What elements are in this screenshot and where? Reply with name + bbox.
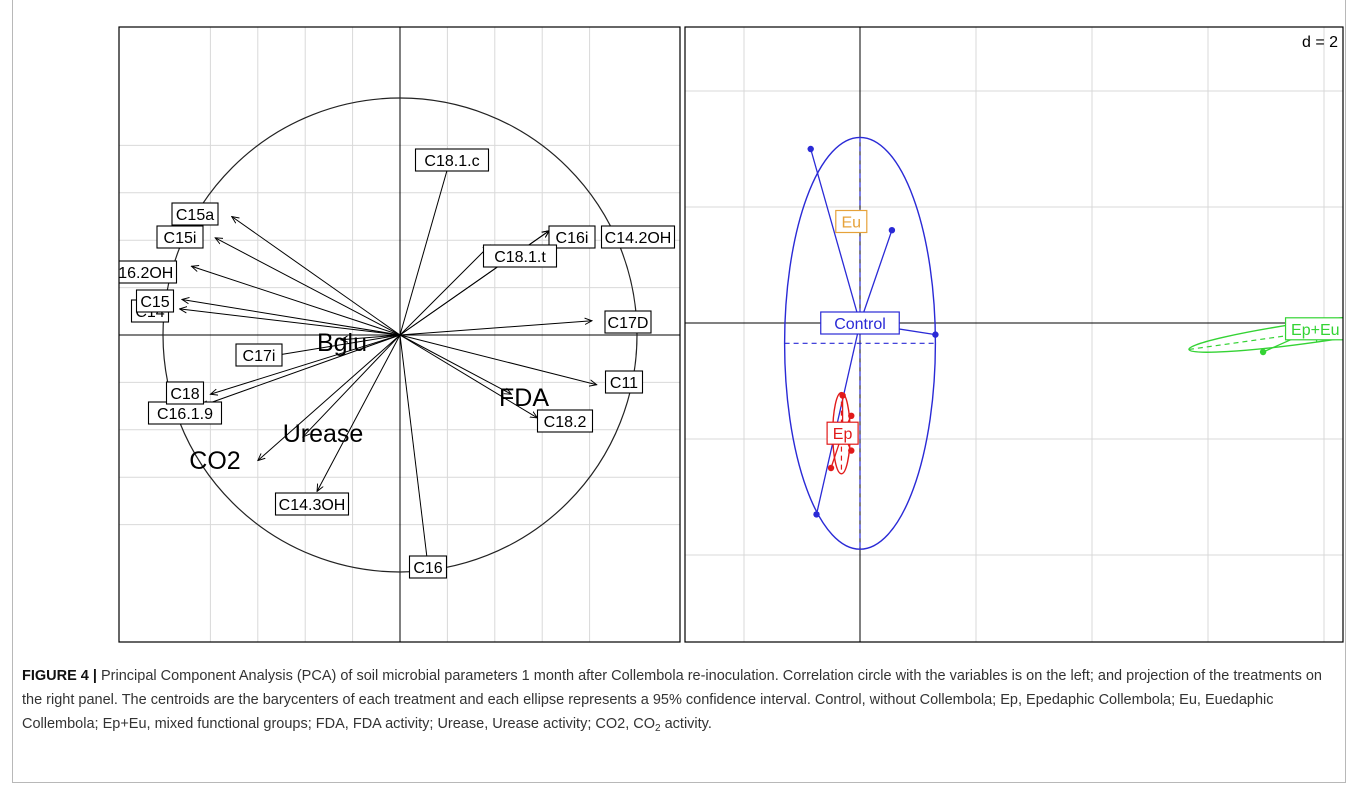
treatment-point	[813, 511, 820, 518]
label-box-c15a	[171, 202, 219, 226]
arrow-co2	[258, 334, 401, 461]
arrow-c16	[399, 334, 428, 570]
treatment-point	[807, 145, 814, 153]
variable-label-large: FDA	[499, 384, 549, 412]
figure-caption-tail: activity.	[660, 716, 712, 732]
arrow-c14	[180, 309, 401, 336]
figure-caption-label: FIGURE 4 |	[22, 668, 97, 684]
correlation-circle-panel: C14C18.1.cC16iC14.2OHC18.1.tC17DC11FDAC1…	[107, 27, 680, 642]
arrow-c17i	[270, 334, 401, 356]
arrow-c18	[210, 334, 401, 394]
pca-figure: C14C18.1.cC16iC14.2OHC18.1.tC17DC11FDAC1…	[107, 26, 1359, 643]
label-box-c16-2oh	[119, 260, 178, 284]
centroid-spoke	[810, 148, 861, 324]
treatment-groups: Control Eu Ep Ep+Eu	[783, 136, 1359, 550]
left-panel-border	[118, 26, 681, 643]
variable-label: C17D	[608, 315, 649, 332]
centroid-label-box	[826, 421, 859, 445]
variable-label: C14.2OH	[605, 230, 672, 247]
label-box-c15	[135, 289, 175, 313]
variable-label: C18	[170, 386, 199, 403]
variable-label: C14.3OH	[279, 497, 346, 514]
figure-caption-text: Principal Component Analysis (PCA) of so…	[22, 668, 1322, 732]
centroid-label-box	[835, 209, 868, 234]
treatment-point	[932, 331, 939, 338]
variable-label: C11	[610, 375, 638, 392]
arrow-c15i	[215, 238, 401, 336]
variable-label: C15i	[164, 230, 197, 247]
centroid-label: Ep	[833, 426, 853, 443]
variable-label: C15a	[176, 207, 214, 224]
centroid-spoke	[859, 229, 893, 324]
centroid-label-box	[820, 311, 900, 335]
treatment-point	[1259, 348, 1267, 356]
arrow-c15a	[232, 217, 401, 336]
centroid-label: Eu	[842, 215, 862, 232]
figure-caption: FIGURE 4 | Principal Component Analysis …	[22, 664, 1332, 741]
variable-label: C16	[413, 560, 442, 577]
arrow-c16-1-9	[201, 334, 401, 406]
label-box-c15i	[156, 225, 204, 249]
label-box-c18-2	[536, 409, 594, 433]
figure-frame	[12, 0, 1346, 783]
label-box-c17d	[604, 310, 652, 334]
arrow-c18-1-t	[399, 245, 490, 336]
label-box-c11	[604, 370, 644, 394]
treatment-point	[1353, 314, 1359, 320]
centroid-spoke	[815, 322, 861, 515]
centroid-label-box	[1284, 317, 1343, 341]
label-box-c18-1-t	[482, 244, 558, 268]
arrow-fda	[399, 334, 511, 394]
variable-label: C18.1.t	[494, 249, 546, 266]
treatment-point	[848, 447, 855, 454]
variable-label: C18.2	[544, 414, 587, 431]
arrow-c17d	[399, 321, 592, 336]
variable-label-large: CO2	[189, 447, 240, 475]
figure-caption-subscript: 2	[655, 723, 661, 734]
arrow-urease	[303, 334, 401, 437]
arrow-c15	[182, 299, 401, 336]
variable-labels: C14C18.1.cC16iC14.2OHC18.1.tC17DC11FDAC1…	[107, 148, 676, 579]
label-box-c14-2oh	[600, 225, 676, 249]
centroid-label: Control	[834, 316, 886, 333]
variable-label: C16i	[556, 230, 589, 247]
variable-label-large: Bglu	[317, 329, 367, 357]
variable-label: C16.2OH	[107, 265, 174, 282]
variable-label: C17i	[243, 348, 276, 365]
label-box-c18	[165, 381, 205, 405]
label-box-c14-3oh	[274, 492, 350, 516]
treatment-point	[888, 227, 896, 234]
arrow-bglu	[341, 334, 401, 340]
label-box-c17i	[235, 343, 283, 367]
correlation-circle	[162, 97, 638, 573]
variable-label: C15	[140, 294, 169, 311]
arrow-c14-3oh	[317, 334, 401, 491]
arrow-c11	[399, 334, 597, 385]
label-box-c18-1-c	[414, 148, 490, 172]
variable-label-large: Urease	[283, 420, 364, 448]
variable-label: C18.1.c	[424, 153, 479, 170]
arrow-c18-2	[399, 334, 537, 418]
group-control	[783, 136, 939, 550]
treatment-point	[839, 392, 846, 399]
projection-grid	[685, 27, 1343, 642]
arrow-c16-2oh	[191, 266, 401, 336]
treatment-projection-panel: Control Eu Ep Ep+Eu	[685, 27, 1359, 642]
scale-label: d = 2	[1302, 34, 1338, 51]
arrow-c18-1-c	[399, 153, 452, 336]
treatment-point	[848, 412, 855, 419]
centroid-label: Ep+Eu	[1291, 322, 1339, 339]
label-box-c16i	[548, 225, 596, 249]
label-box-c16	[408, 555, 448, 579]
variable-label: C16.1.9	[157, 406, 213, 423]
treatment-point	[827, 464, 835, 472]
right-panel-border	[684, 26, 1344, 643]
